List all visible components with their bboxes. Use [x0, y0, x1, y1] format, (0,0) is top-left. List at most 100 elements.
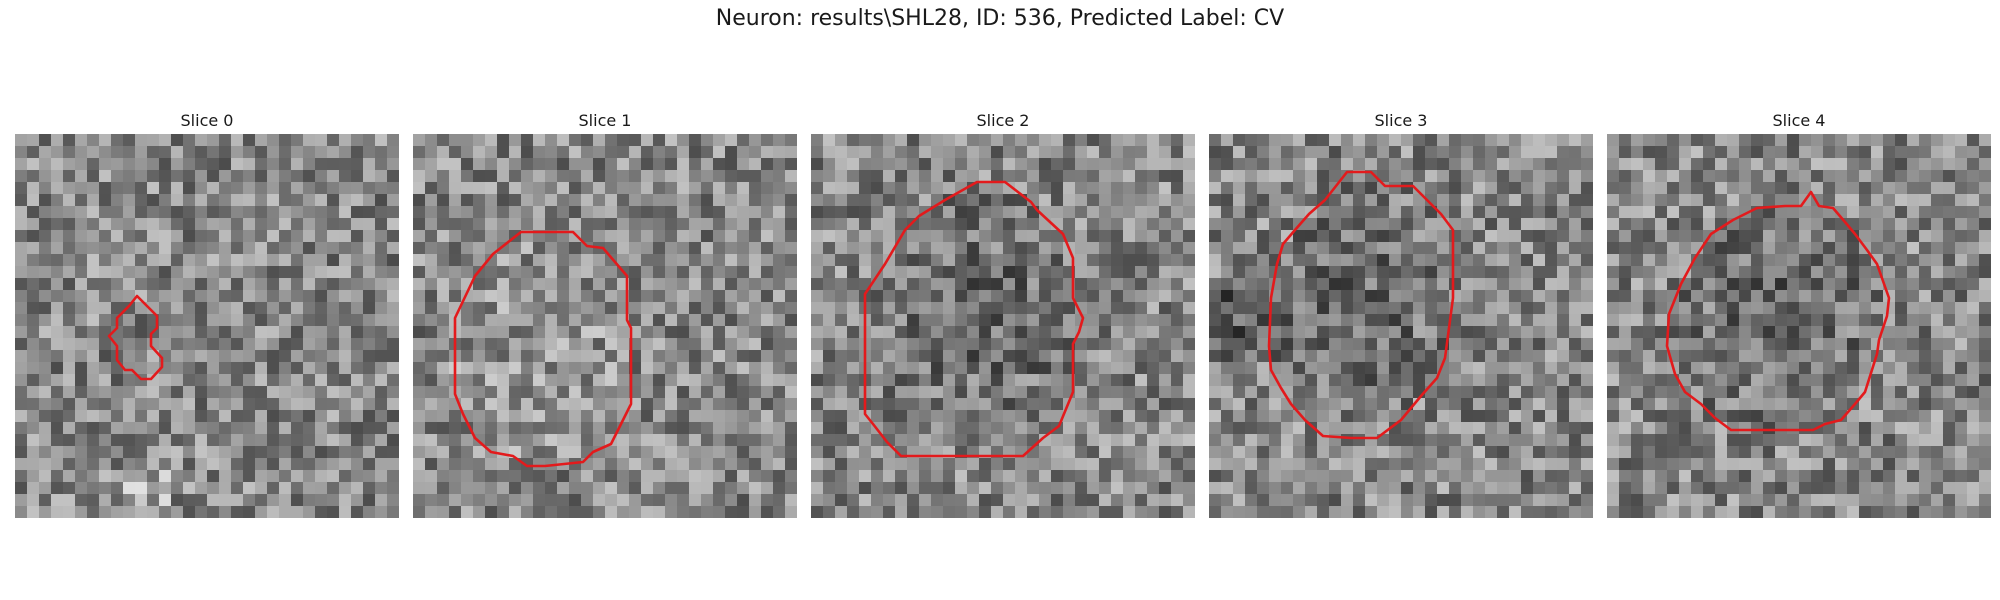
slice-pixel	[1847, 326, 1860, 339]
slice-pixel	[1787, 170, 1800, 183]
slice-pixel	[437, 494, 450, 507]
slice-pixel	[1871, 314, 1884, 327]
slice-pixel	[1703, 266, 1716, 279]
slice-pixel	[1895, 386, 1908, 399]
slice-pixel	[641, 338, 654, 351]
slice-pixel	[413, 410, 426, 423]
slice-pixel	[1715, 230, 1728, 243]
slice-pixel	[1727, 254, 1740, 267]
slice-pixel	[339, 170, 352, 183]
slice-pixel	[725, 230, 738, 243]
slice-pixel	[761, 314, 774, 327]
slice-pixel	[375, 182, 388, 195]
slice-pixel	[701, 206, 714, 219]
slice-pixel	[979, 362, 992, 375]
slice-pixel	[15, 266, 28, 279]
slice-pixel	[1159, 470, 1172, 483]
slice-pixel	[1183, 362, 1195, 375]
slice-pixel	[51, 386, 64, 399]
slice-pixel	[1329, 290, 1342, 303]
slice-pixel	[375, 194, 388, 207]
slice-pixel	[847, 422, 860, 435]
slice-pixel	[315, 242, 328, 255]
slice-pixel	[1425, 218, 1438, 231]
slice-pixel	[907, 338, 920, 351]
slice-pixel	[605, 134, 618, 147]
slice-pixel	[279, 278, 292, 291]
slice-pixel	[1461, 146, 1474, 159]
slice-pixel	[1581, 386, 1593, 399]
slice-pixel	[581, 326, 594, 339]
slice-pixel	[1473, 314, 1486, 327]
slice-pixel	[859, 230, 872, 243]
slice-pixel	[1787, 146, 1800, 159]
slice-pixel	[1341, 338, 1354, 351]
slice-pixel	[1317, 146, 1330, 159]
slice-pixel	[1317, 266, 1330, 279]
slice-pixel	[1739, 242, 1752, 255]
slice-pixel	[1135, 254, 1148, 267]
slice-pixel	[689, 374, 702, 387]
slice-pixel	[569, 506, 582, 518]
slice-pixel	[1497, 458, 1510, 471]
slice-pixel	[195, 338, 208, 351]
slice-pixel	[895, 134, 908, 147]
slice-pixel	[171, 242, 184, 255]
slice-pixel	[135, 410, 148, 423]
slice-pixel	[87, 266, 100, 279]
slice-pixel	[1437, 314, 1450, 327]
slice-pixel	[1619, 422, 1632, 435]
slice-pixel	[123, 494, 136, 507]
slice-pixel	[327, 182, 340, 195]
slice-pixel	[617, 206, 630, 219]
slice-pixel	[1353, 470, 1366, 483]
slice-pixel	[171, 302, 184, 315]
slice-pixel	[1727, 434, 1740, 447]
slice-pixel	[773, 506, 786, 518]
slice-pixel	[1171, 386, 1184, 399]
slice-pixel	[931, 434, 944, 447]
slice-pixel	[1221, 218, 1234, 231]
slice-pixel	[351, 446, 364, 459]
slice-pixel	[1209, 134, 1222, 147]
slice-pixel	[835, 410, 848, 423]
slice-pixel	[593, 350, 606, 363]
slice-pixel	[1039, 350, 1052, 363]
slice-pixel	[1171, 254, 1184, 267]
slice-pixel	[413, 170, 426, 183]
slice-pixel	[1907, 350, 1920, 363]
slice-pixel	[557, 374, 570, 387]
slice-pixel	[1473, 494, 1486, 507]
slice-pixel	[1847, 266, 1860, 279]
slice-pixel	[1257, 290, 1270, 303]
slice-pixel	[363, 410, 376, 423]
slice-pixel	[159, 206, 172, 219]
slice-pixel	[1389, 158, 1402, 171]
slice-pixel	[1485, 314, 1498, 327]
slice-pixel	[1269, 506, 1282, 518]
slice-pixel	[979, 506, 992, 518]
slice-pixel	[1619, 278, 1632, 291]
slice-pixel	[1087, 218, 1100, 231]
slice-pixel	[1461, 194, 1474, 207]
slice-pixel	[955, 194, 968, 207]
slice-pixel	[919, 350, 932, 363]
slice-pixel	[363, 374, 376, 387]
slice-pixel	[1341, 398, 1354, 411]
slice-pixel	[111, 458, 124, 471]
slice-pixel	[1485, 398, 1498, 411]
slice-pixel	[1039, 194, 1052, 207]
slice-pixel	[327, 446, 340, 459]
slice-pixel	[159, 494, 172, 507]
slice-pixel	[171, 410, 184, 423]
slice-pixel	[1727, 194, 1740, 207]
slice-pixel	[557, 494, 570, 507]
slice-pixel	[1497, 422, 1510, 435]
slice-pixel	[785, 302, 797, 315]
slice-pixel	[1209, 290, 1222, 303]
slice-pixel	[1353, 362, 1366, 375]
slice-pixel	[1269, 194, 1282, 207]
slice-pixel	[171, 146, 184, 159]
slice-pixel	[617, 242, 630, 255]
slice-pixel	[267, 482, 280, 495]
